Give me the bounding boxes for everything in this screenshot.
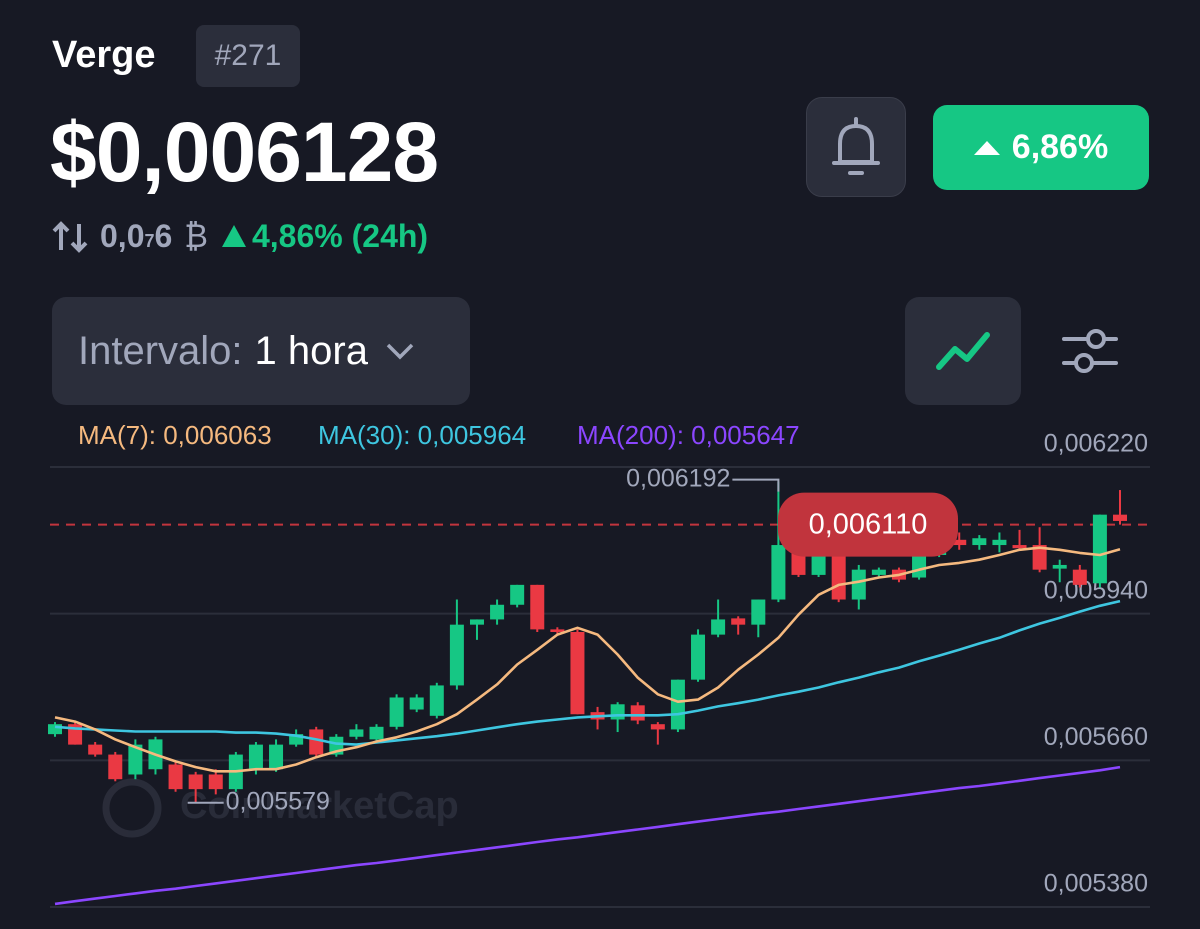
interval-value: 1 hora — [254, 328, 368, 373]
interval-label: Intervalo: — [78, 328, 243, 373]
candle-body — [490, 604, 505, 620]
candle-body — [851, 569, 866, 600]
candle-body — [570, 632, 585, 715]
change-24h: 4,86% (24h) — [251, 218, 429, 254]
candle-body — [691, 634, 706, 680]
candle-body — [711, 619, 726, 635]
line-chart-icon — [936, 332, 990, 370]
candle-body — [972, 538, 987, 546]
candle-body — [530, 584, 545, 630]
candle-body — [952, 539, 967, 546]
candle-body — [912, 555, 927, 578]
candle-body — [510, 584, 525, 605]
legend-entry: MA(30): 0,005964 — [318, 420, 526, 450]
coin-price: $0,006128 — [50, 105, 439, 199]
candle-body — [128, 744, 143, 775]
candle-body — [429, 685, 444, 716]
rank-badge: #271 — [196, 25, 300, 87]
candle-body — [731, 618, 746, 625]
swap-icon — [52, 221, 88, 253]
settings-icon[interactable] — [1060, 322, 1122, 380]
interval-dropdown[interactable]: Intervalo: 1 hora — [52, 297, 470, 405]
candle-body — [168, 764, 183, 790]
high-pointer — [732, 478, 780, 492]
coin-name: Verge — [52, 34, 156, 76]
candle-body — [1072, 569, 1087, 585]
legend-entry: MA(200): 0,005647 — [577, 420, 800, 450]
candle-body — [88, 744, 103, 755]
high-label: 0,006192 — [626, 464, 730, 492]
candle-body — [269, 744, 284, 770]
candle-body — [610, 704, 625, 720]
last-price-badge — [778, 492, 958, 557]
candle-body — [1113, 514, 1127, 521]
watermark: CoinMarketCap — [102, 778, 459, 838]
candle-body — [550, 629, 565, 632]
candle-body — [48, 724, 62, 735]
candle-body — [650, 724, 665, 730]
y-tick-label: 0,005660 — [1044, 723, 1148, 751]
line-chart-toggle[interactable] — [905, 297, 1021, 405]
candle-body — [108, 754, 123, 780]
btc-symbol: ₿ — [184, 217, 208, 255]
candle-body — [771, 545, 786, 600]
btc-price-zeros: 7 — [144, 231, 155, 251]
candle-body — [188, 774, 203, 790]
candle-body — [1092, 514, 1107, 584]
moving-average-line — [54, 546, 1121, 773]
candle-body — [992, 539, 1007, 546]
btc-price-digits: 6 — [154, 218, 173, 254]
candle-body — [248, 744, 263, 770]
change-7d: 6,86% — [1011, 128, 1109, 166]
candle-body — [208, 774, 223, 790]
candle-body — [751, 599, 766, 625]
up-arrow-small — [221, 225, 246, 247]
chevron-icon — [386, 343, 414, 360]
change-badge: 6,86% — [933, 105, 1149, 190]
watermark-logo — [102, 778, 162, 838]
candle-body — [449, 624, 464, 686]
up-arrow — [973, 140, 1000, 155]
bell-icon — [832, 117, 880, 175]
candle-body — [1052, 564, 1067, 569]
candle-body — [1032, 545, 1047, 570]
candle-body — [670, 679, 685, 730]
candle-body — [630, 705, 645, 721]
candle-body — [309, 729, 324, 755]
candle-body — [871, 569, 886, 575]
low-label: 0,005579 — [226, 787, 330, 815]
candle-body — [389, 697, 404, 727]
alert-button[interactable] — [806, 97, 906, 197]
y-tick-label: 0,006220 — [1044, 430, 1148, 458]
candle-body — [369, 726, 384, 740]
candle-body — [469, 619, 484, 625]
y-tick-label: 0,005380 — [1044, 870, 1148, 898]
candle-body — [349, 729, 364, 737]
candle-body — [1012, 545, 1027, 549]
moving-average-line — [54, 765, 1121, 906]
btc-price-row: 0,0 7 6 ₿ 4,86% (24h) — [100, 217, 428, 255]
watermark-text: CoinMarketCap — [180, 785, 459, 827]
candle-body — [289, 734, 304, 745]
btc-price-lead: 0,0 — [100, 218, 145, 254]
moving-average-line — [54, 599, 1121, 746]
last-price-label: 0,006110 — [809, 508, 928, 540]
candle-body — [409, 697, 424, 710]
legend-entry: MA(7): 0,006063 — [78, 420, 272, 450]
